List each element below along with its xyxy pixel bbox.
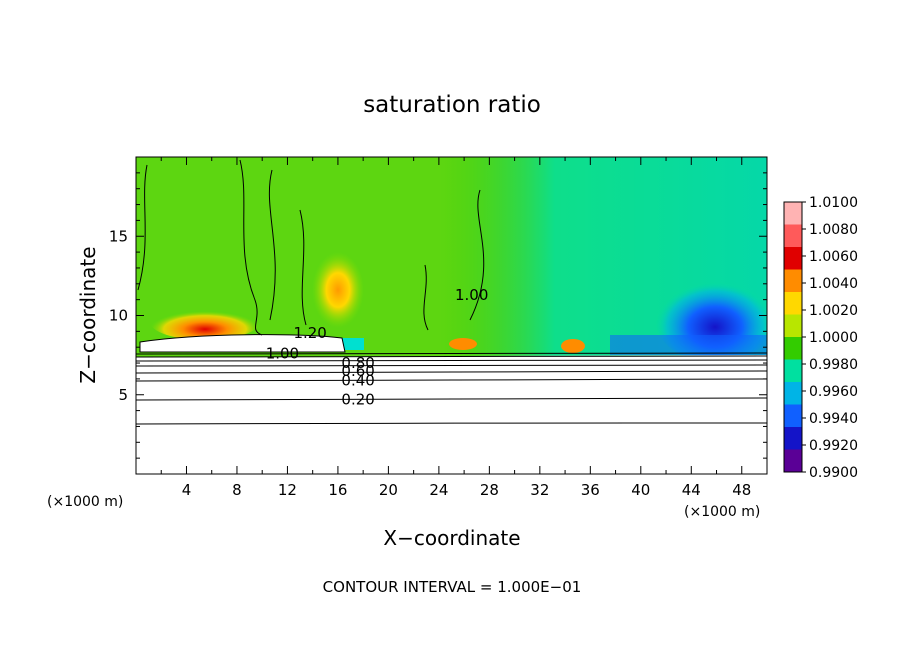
y-axis-label: Z−coordinate [76, 246, 100, 383]
x-tick-label: 36 [581, 481, 600, 499]
colorbar-label: 1.0060 [809, 249, 858, 265]
contour-label: 0.20 [341, 391, 374, 409]
x-tick-label: 20 [379, 481, 398, 499]
colorbar-label: 0.9980 [809, 357, 858, 373]
colorbar-label: 0.9960 [809, 384, 858, 400]
contour-label: 0.80 [341, 354, 374, 372]
x-axis-label: X−coordinate [383, 526, 520, 550]
contour-label: 1.20 [293, 324, 326, 342]
x-tick-label: 28 [480, 481, 499, 499]
y-tick-label: 10 [109, 307, 128, 325]
contour-interval-note: CONTOUR INTERVAL = 1.000E−01 [323, 578, 582, 596]
contour-label: 0.40 [341, 371, 374, 389]
y-ticks: 5 10 15 [109, 172, 767, 459]
colorbar-label: 1.0040 [809, 276, 858, 292]
x-tick-label: 32 [530, 481, 549, 499]
colorbar-swatch [784, 382, 802, 405]
x-tick-label: 48 [732, 481, 751, 499]
contour-label: 1.00 [266, 345, 299, 363]
x-tick-label: 4 [182, 481, 192, 499]
y-tick-label: 15 [109, 227, 128, 245]
colorbar-label: 0.9900 [809, 465, 858, 481]
contour-label: 1.00 [455, 286, 488, 304]
colorbar-label: 1.0000 [809, 330, 858, 346]
colorbar-swatch [784, 269, 802, 293]
y-tick-label: 5 [118, 386, 128, 404]
x-unit-left: (×1000 m) [47, 494, 123, 510]
colorbar-label: 0.9920 [809, 438, 858, 454]
colorbar-swatch [784, 449, 802, 473]
colorbar-swatch [784, 224, 802, 248]
colorbar-swatch [784, 359, 802, 383]
colorbar-label: 0.9940 [809, 411, 858, 427]
x-tick-label: 16 [328, 481, 347, 499]
contour-labels: 1.20 1.00 0.800.600.40 0.20 1.00 [266, 286, 489, 409]
colorbar-label: 1.0100 [809, 195, 858, 211]
x-tick-label: 24 [429, 481, 448, 499]
heatmap-field [136, 157, 767, 474]
contour-lines [135, 159, 768, 425]
x-tick-label: 12 [278, 481, 297, 499]
colorbar-swatch [784, 292, 802, 315]
x-tick-label: 40 [631, 481, 650, 499]
colorbar-label: 1.0020 [809, 303, 858, 319]
x-ticks: 4 8 12 16 20 24 28 32 36 40 44 48 [160, 157, 751, 499]
chart-title: saturation ratio [363, 92, 541, 118]
colorbar-label: 1.0080 [809, 222, 858, 238]
colorbar: 1.0100 1.0080 1.0060 1.0040 1.0020 1.0000 0.99… [783, 195, 858, 481]
x-tick-label: 44 [682, 481, 701, 499]
contour-label: 0.60 [341, 362, 374, 380]
colorbar-swatch [784, 247, 802, 270]
x-unit-right: (×1000 m) [684, 504, 760, 520]
colorbar-swatch [784, 427, 802, 450]
colorbar-swatch [784, 404, 802, 428]
x-tick-label: 8 [232, 481, 242, 499]
colorbar-swatch [784, 337, 802, 360]
colorbar-swatch [784, 202, 802, 225]
colorbar-swatch [784, 314, 802, 338]
